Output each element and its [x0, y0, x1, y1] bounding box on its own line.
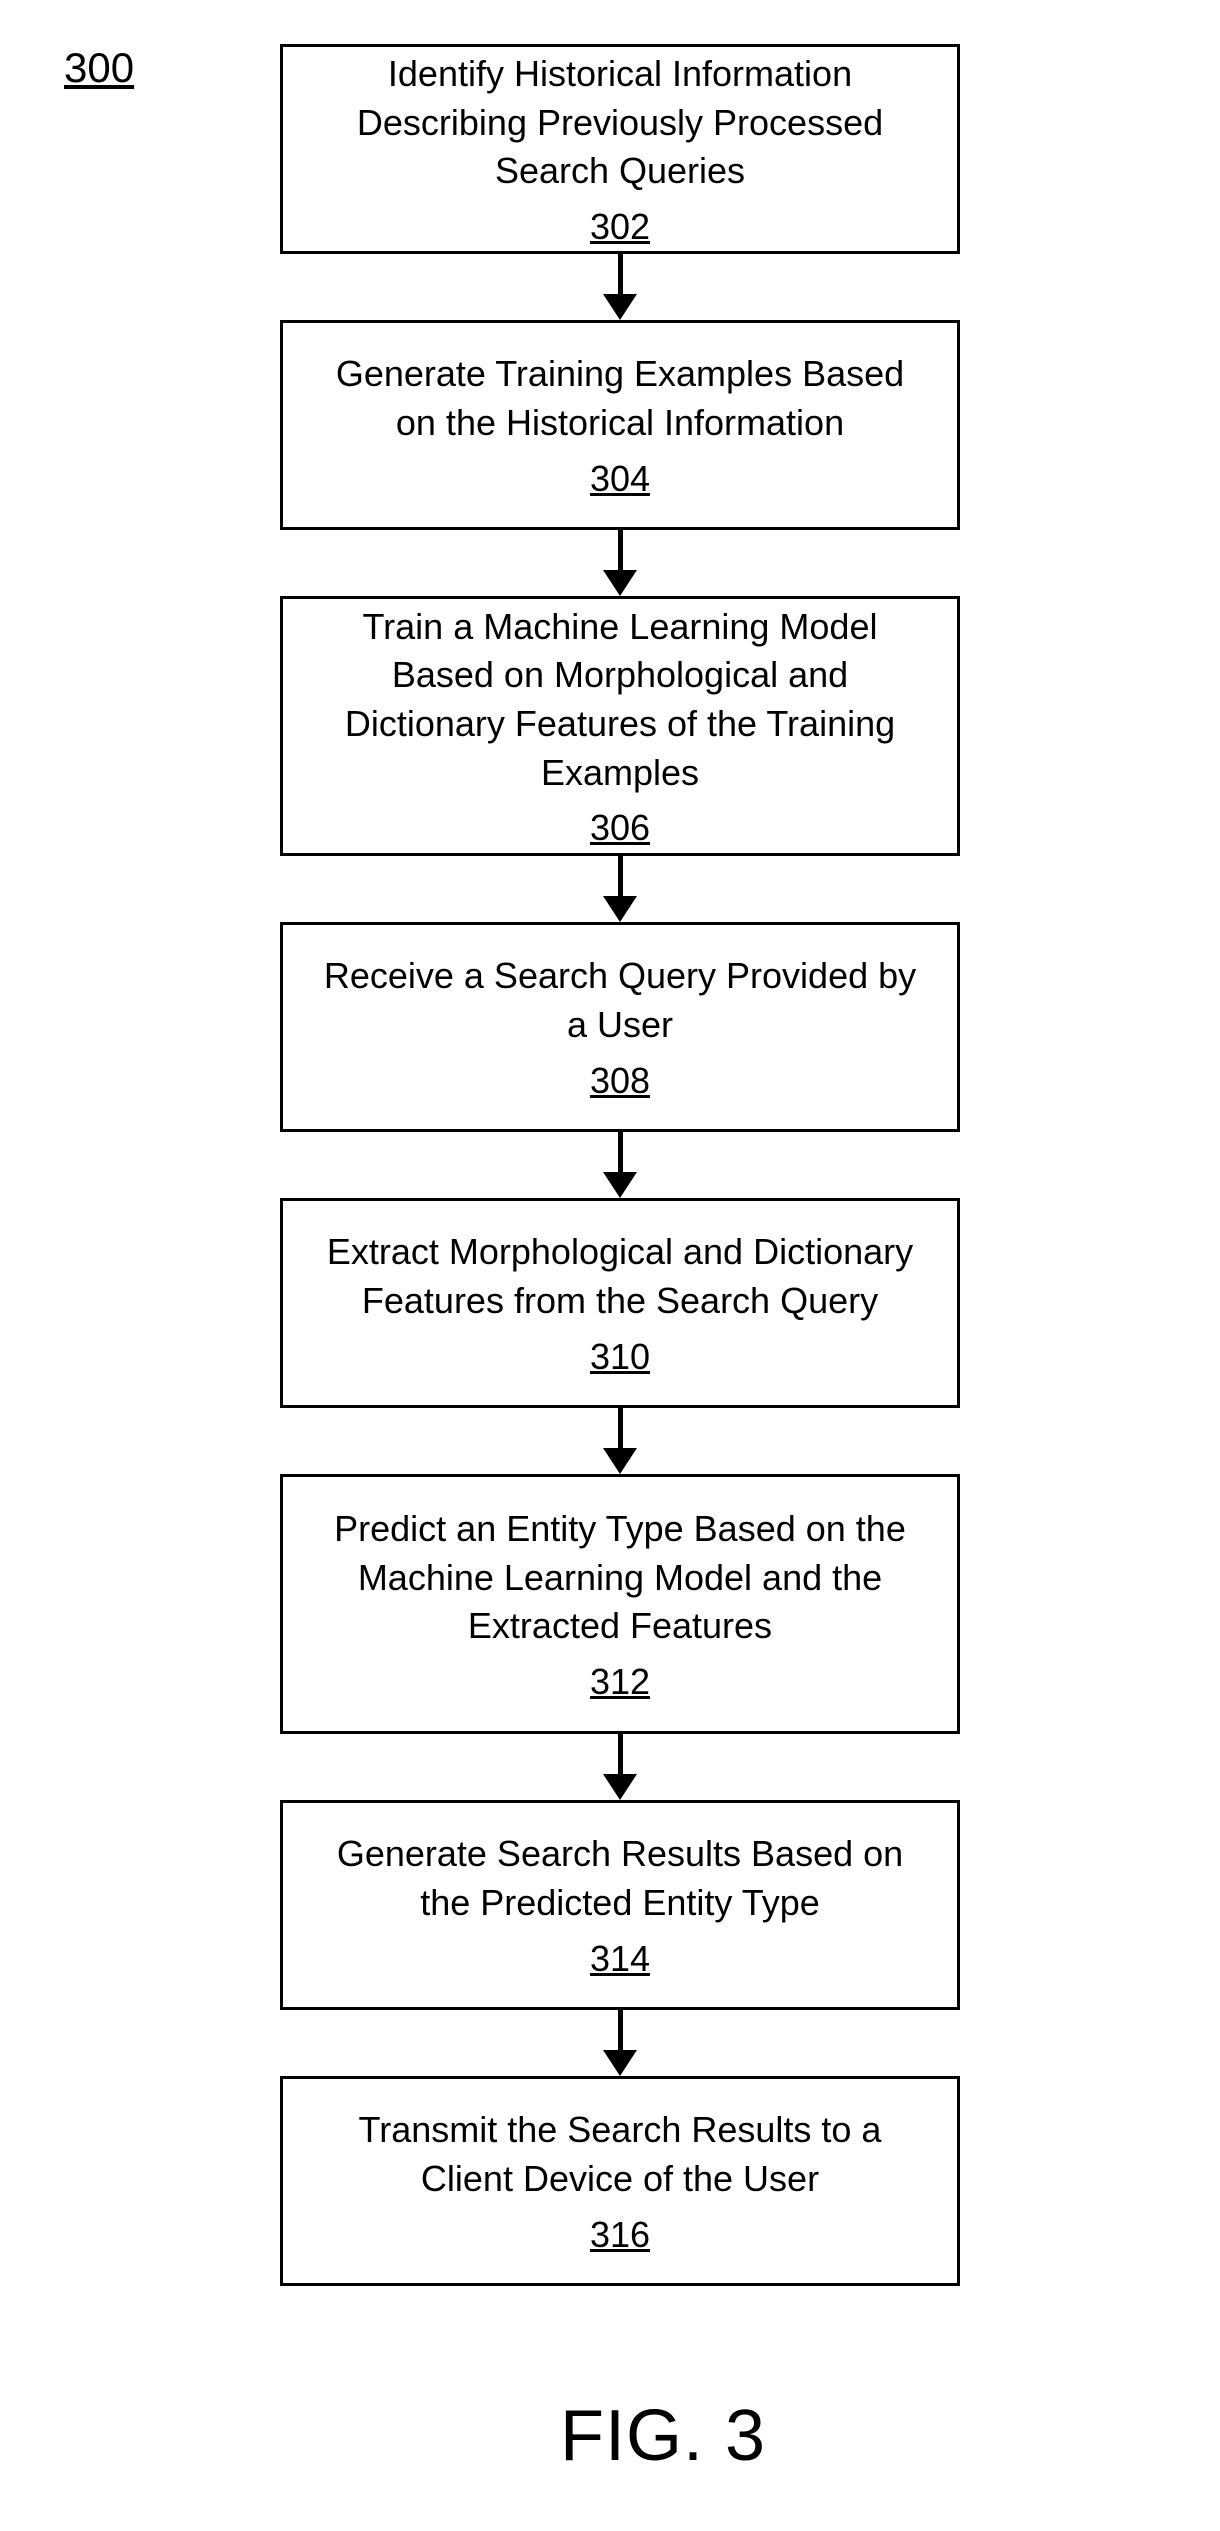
flowchart-arrow [603, 856, 637, 922]
flowchart-step-number: 310 [590, 1336, 650, 1378]
flowchart-step-text: Transmit the Search Results to a Client … [311, 2106, 929, 2203]
arrow-line [618, 530, 623, 570]
arrow-line [618, 2010, 623, 2050]
flowchart-step: Train a Machine Learning Model Based on … [280, 596, 960, 856]
flowchart-arrow [603, 2010, 637, 2076]
flowchart-step: Receive a Search Query Provided by a Use… [280, 922, 960, 1132]
flowchart-step-number: 306 [590, 807, 650, 849]
arrow-line [618, 1734, 623, 1774]
arrow-line [618, 1132, 623, 1172]
flowchart-step-text: Generate Search Results Based on the Pre… [311, 1830, 929, 1927]
flowchart-step: Identify Historical Information Describi… [280, 44, 960, 254]
arrow-head-icon [603, 570, 637, 596]
arrow-head-icon [603, 1774, 637, 1800]
figure-reference-number: 300 [64, 44, 134, 92]
arrow-head-icon [603, 2050, 637, 2076]
flowchart-step-text: Generate Training Examples Based on the … [311, 350, 929, 447]
flowchart-step-number: 304 [590, 458, 650, 500]
flowchart-arrow [603, 1132, 637, 1198]
flowchart-step-number: 312 [590, 1661, 650, 1703]
flowchart-step: Transmit the Search Results to a Client … [280, 2076, 960, 2286]
arrow-head-icon [603, 1448, 637, 1474]
arrow-head-icon [603, 1172, 637, 1198]
arrow-head-icon [603, 896, 637, 922]
arrow-line [618, 856, 623, 896]
flowchart-arrow [603, 1734, 637, 1800]
flowchart-step: Generate Search Results Based on the Pre… [280, 1800, 960, 2010]
arrow-head-icon [603, 294, 637, 320]
flowchart-step-text: Predict an Entity Type Based on the Mach… [311, 1505, 929, 1651]
flowchart-step: Predict an Entity Type Based on the Mach… [280, 1474, 960, 1734]
flowchart-step-number: 308 [590, 1060, 650, 1102]
page: 300 Identify Historical Information Desc… [0, 0, 1220, 2531]
flowchart-step-number: 314 [590, 1938, 650, 1980]
flowchart-step-number: 302 [590, 206, 650, 248]
flowchart-step-text: Extract Morphological and Dictionary Fea… [311, 1228, 929, 1325]
flowchart-arrow [603, 1408, 637, 1474]
flowchart-step-text: Train a Machine Learning Model Based on … [311, 603, 929, 797]
flowchart-arrow [603, 254, 637, 320]
flowchart-step: Extract Morphological and Dictionary Fea… [280, 1198, 960, 1408]
flowchart-arrow [603, 530, 637, 596]
flowchart-step: Generate Training Examples Based on the … [280, 320, 960, 530]
flowchart-step-text: Identify Historical Information Describi… [311, 50, 929, 196]
arrow-line [618, 1408, 623, 1448]
arrow-line [618, 254, 623, 294]
flowchart-step-number: 316 [590, 2214, 650, 2256]
flowchart: Identify Historical Information Describi… [280, 44, 960, 2286]
figure-caption: FIG. 3 [560, 2395, 766, 2477]
flowchart-step-text: Receive a Search Query Provided by a Use… [311, 952, 929, 1049]
